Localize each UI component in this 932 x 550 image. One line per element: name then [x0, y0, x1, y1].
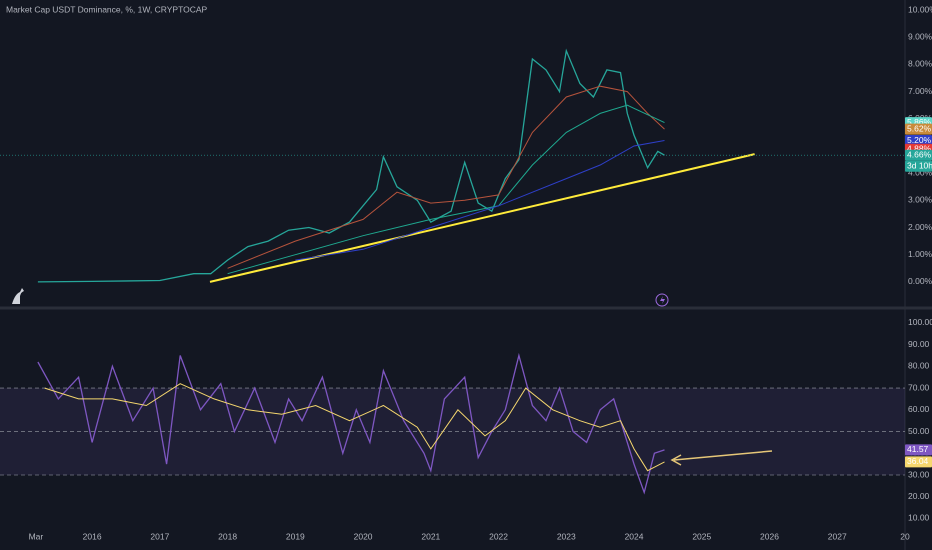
last-value-label: 4.88%	[907, 143, 932, 153]
last-value-box	[905, 149, 932, 161]
x-tick-label: 2025	[692, 531, 711, 541]
y-tick-label: 1.00%	[908, 249, 932, 259]
logo	[12, 288, 24, 304]
last-value-label: 5.86%	[907, 117, 932, 127]
last-value-label: 4.66%	[907, 149, 932, 159]
x-tick-label: 2023	[557, 531, 576, 541]
x-tick-label: 20	[900, 531, 910, 541]
trendline	[209, 153, 755, 283]
last-value-label: 5.20%	[907, 135, 932, 145]
y-tick-label: 60.00	[908, 404, 930, 414]
series-line	[295, 140, 665, 261]
y-tick-label: 30.00	[908, 469, 930, 479]
countdown-label: 3d 10h	[907, 160, 932, 170]
last-value-label: 36.04	[907, 456, 929, 466]
countdown-box	[905, 160, 932, 172]
x-tick-label: 2026	[760, 531, 779, 541]
x-tick-label: 2016	[83, 531, 102, 541]
x-tick-label: 2019	[286, 531, 305, 541]
y-tick-label: 10.00%	[908, 4, 932, 14]
y-tick-label: 7.00%	[908, 86, 932, 96]
x-tick-label: 2022	[489, 531, 508, 541]
last-value-box	[905, 444, 932, 456]
y-tick-label: 10.00	[908, 513, 930, 523]
alert-icon[interactable]	[655, 293, 669, 307]
y-tick-label: 3.00%	[908, 195, 932, 205]
x-tick-label: Mar	[29, 531, 44, 541]
annotation-arrow	[670, 450, 773, 466]
y-tick-label: 90.00	[908, 339, 930, 349]
x-tick-label: 2020	[354, 531, 373, 541]
x-tick-label: 2018	[218, 531, 237, 541]
chart-title: Market Cap USDT Dominance, %, 1W, CRYPTO…	[6, 4, 208, 14]
y-tick-label: 4.00%	[908, 167, 932, 177]
y-tick-label: 100.00	[908, 317, 932, 327]
y-tick-label: 50.00	[908, 426, 930, 436]
y-tick-label: 80.00	[908, 361, 930, 371]
series-line	[37, 352, 665, 495]
y-tick-label: 8.00%	[908, 59, 932, 69]
last-value-box	[905, 123, 932, 135]
y-tick-label: 0.00%	[908, 276, 932, 286]
series-line	[44, 383, 665, 472]
x-tick-label: 2021	[421, 531, 440, 541]
x-tick-label: 2027	[828, 531, 847, 541]
y-tick-label: 70.00	[908, 382, 930, 392]
last-value-box	[905, 456, 932, 468]
series-line	[37, 48, 665, 283]
series-line	[227, 104, 665, 275]
last-value-label: 41.57	[907, 444, 929, 454]
y-tick-label: 20.00	[908, 491, 930, 501]
series-line	[227, 85, 665, 269]
y-tick-label: 2.00%	[908, 222, 932, 232]
last-value-box	[905, 135, 932, 147]
x-tick-label: 2024	[625, 531, 644, 541]
last-value-label: 5.62%	[907, 123, 932, 133]
y-tick-label: 9.00%	[908, 31, 932, 41]
x-tick-label: 2017	[150, 531, 169, 541]
